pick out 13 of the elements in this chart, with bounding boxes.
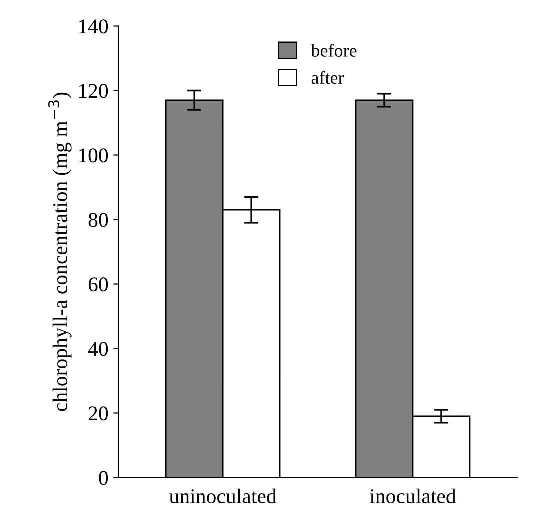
y-tick-label: 60 [88, 278, 108, 292]
legend-label: before [311, 44, 357, 57]
y-tick-label: 80 [88, 213, 108, 228]
y-tick-label: 100 [79, 148, 108, 163]
y-axis-title: chlorophyll-a concentration (mg m$^{−3}$) [48, 92, 72, 412]
y-tick-label: 20 [88, 406, 108, 421]
legend-label: after [312, 71, 344, 84]
y-tick-label: 0 [99, 471, 108, 486]
y-tick-label: 40 [88, 342, 108, 356]
y-tick-label: 140 [79, 20, 108, 34]
y-tick-label: 120 [79, 84, 108, 98]
x-tick-label: inoculated [370, 488, 456, 504]
x-tick-label: uninoculated [170, 488, 277, 504]
